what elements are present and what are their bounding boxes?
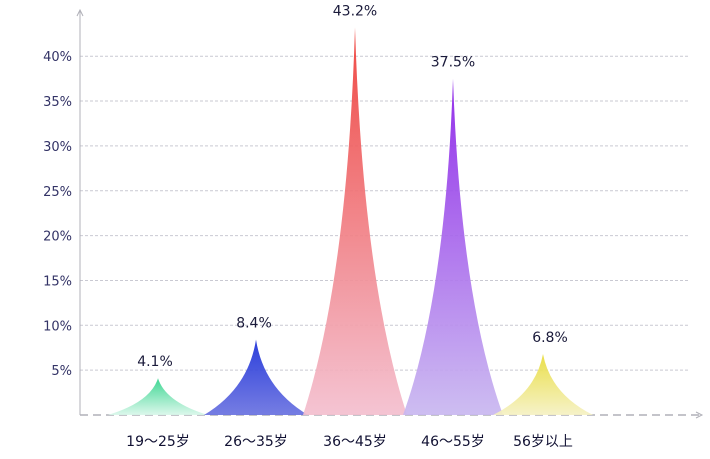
y-tick-label: 30% <box>43 140 72 155</box>
data-label: 4.1% <box>137 354 173 370</box>
peak-bar <box>204 339 308 415</box>
x-axis-arrow <box>695 411 704 419</box>
category-label: 56岁以上 <box>513 434 573 450</box>
y-axis-arrow <box>76 8 84 17</box>
y-tick-label: 5% <box>51 364 72 379</box>
peak-bar <box>303 27 407 415</box>
data-label: 43.2% <box>333 4 377 20</box>
data-label: 37.5% <box>431 55 475 71</box>
category-label: 36～45岁 <box>323 434 387 450</box>
y-tick-label: 15% <box>43 274 72 289</box>
y-tick-label: 25% <box>43 185 72 200</box>
y-tick-label: 10% <box>43 319 72 334</box>
category-label: 46～55岁 <box>421 434 485 450</box>
category-label: 26～35岁 <box>224 434 288 450</box>
data-label: 8.4% <box>236 316 272 332</box>
peak-bar <box>493 354 593 415</box>
y-tick-label: 20% <box>43 230 72 245</box>
category-label: 19～25岁 <box>126 434 190 450</box>
y-tick-label: 35% <box>43 95 72 110</box>
peak-bar <box>403 78 503 415</box>
data-label: 6.8% <box>532 330 568 346</box>
peak-bar <box>108 378 208 415</box>
y-tick-label: 40% <box>43 50 72 65</box>
